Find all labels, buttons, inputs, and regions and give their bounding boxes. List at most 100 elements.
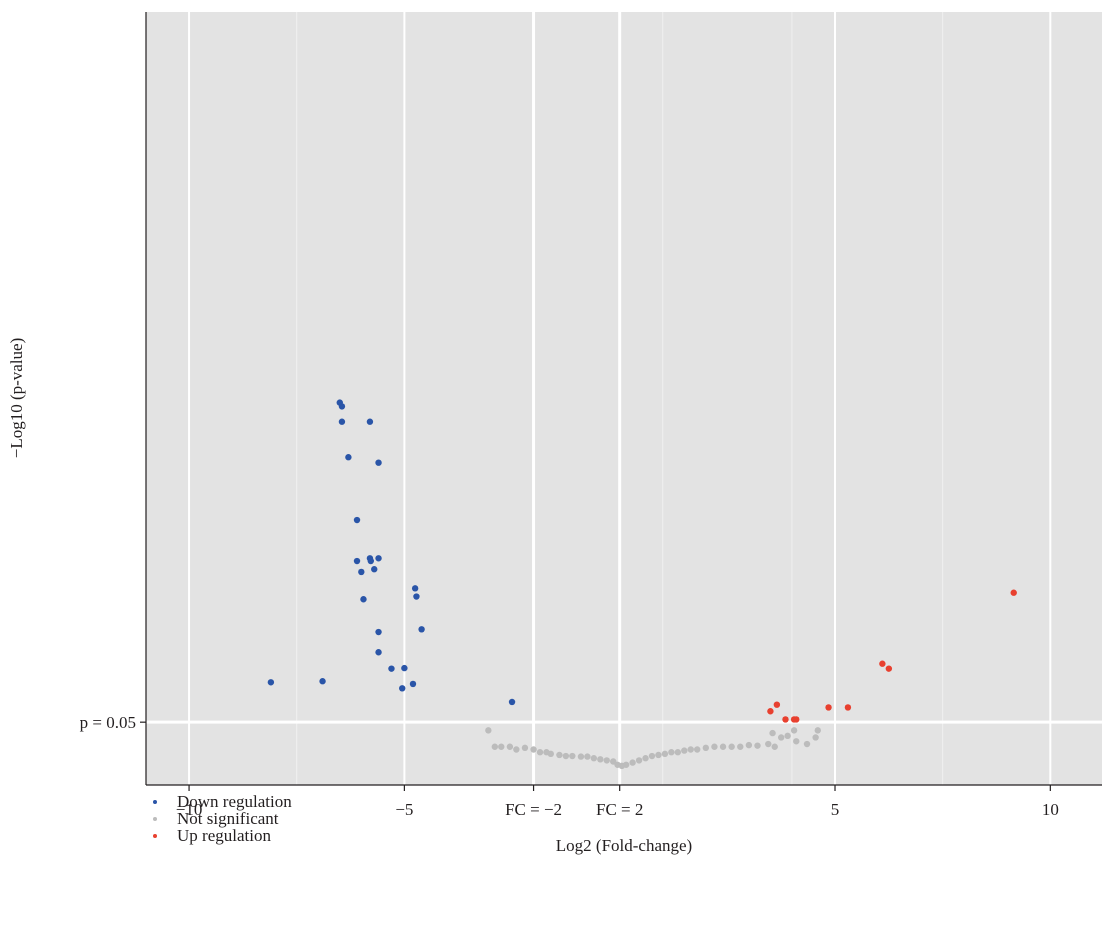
- not-significant-point: [711, 743, 718, 750]
- legend-marker-down: [153, 799, 157, 804]
- up-regulation-point: [767, 708, 774, 715]
- not-significant-point: [635, 757, 643, 764]
- down-regulation-point: [367, 557, 374, 565]
- down-regulation-point: [371, 566, 378, 573]
- not-significant-point: [661, 750, 669, 758]
- up-regulation-point: [825, 704, 832, 711]
- down-regulation-point: [338, 403, 346, 410]
- not-significant-point: [681, 747, 688, 754]
- down-regulation-point: [366, 418, 374, 425]
- not-significant-point: [556, 751, 563, 759]
- not-significant-point: [629, 759, 636, 766]
- up-regulation-point: [879, 660, 886, 667]
- not-significant-point: [547, 750, 554, 758]
- down-regulation-point: [411, 585, 419, 592]
- not-significant-point: [569, 752, 576, 760]
- not-significant-point: [513, 746, 520, 753]
- not-significant-point: [793, 738, 800, 745]
- down-regulation-point: [375, 459, 382, 466]
- not-significant-point: [771, 743, 778, 750]
- down-regulation-point: [375, 555, 382, 562]
- x-axis-title: Log2 (Fold-change): [556, 836, 692, 855]
- not-significant-point: [622, 761, 630, 768]
- down-regulation-point: [413, 593, 420, 600]
- down-regulation-point: [508, 698, 516, 706]
- down-regulation-point: [401, 664, 408, 672]
- up-regulation-point: [782, 716, 789, 723]
- x-tick-label: 5: [831, 800, 840, 819]
- legend-item-down: Down regulation: [150, 793, 292, 810]
- down-regulation-point: [409, 680, 417, 688]
- legend-label-up: Up regulation: [177, 826, 271, 845]
- down-regulation-point: [399, 685, 406, 692]
- up-regulation-point: [885, 665, 893, 672]
- not-significant-point: [491, 743, 499, 750]
- not-significant-point: [584, 753, 591, 760]
- down-regulation-point: [267, 679, 275, 686]
- x-tick-label: 10: [1042, 800, 1059, 819]
- not-significant-point: [687, 746, 694, 753]
- not-significant-point: [812, 734, 819, 741]
- not-significant-point: [719, 743, 727, 750]
- not-significant-point: [777, 734, 785, 741]
- not-significant-point: [562, 752, 570, 760]
- legend-marker-up: [153, 833, 157, 838]
- not-significant-point: [694, 746, 701, 753]
- up-regulation-point: [844, 704, 852, 711]
- legend-label-down: Down regulation: [177, 792, 292, 811]
- not-significant-point: [754, 742, 761, 749]
- down-regulation-point: [353, 516, 361, 524]
- data-points: [267, 399, 1017, 770]
- not-significant-point: [784, 732, 791, 740]
- not-significant-point: [506, 743, 514, 750]
- not-significant-point: [765, 740, 772, 748]
- down-regulation-point: [375, 649, 382, 656]
- legend-marker-not-significant: [153, 816, 157, 821]
- not-significant-point: [642, 755, 649, 762]
- down-regulation-point: [418, 626, 425, 633]
- not-significant-point: [790, 727, 798, 734]
- not-significant-point: [674, 749, 682, 756]
- not-significant-point: [577, 753, 585, 760]
- reference-lines: [146, 12, 1102, 785]
- not-significant-point: [530, 746, 537, 753]
- not-significant-point: [498, 743, 505, 750]
- p-threshold-label: p = 0.05: [80, 713, 136, 732]
- down-regulation-point: [353, 557, 361, 565]
- not-significant-point: [769, 729, 776, 737]
- major-gridlines: [188, 12, 1052, 785]
- legend-item-up: Up regulation: [150, 827, 292, 844]
- legend-item-not-significant: Not significant: [150, 810, 292, 827]
- not-significant-point: [485, 727, 492, 734]
- plot-panel: [146, 12, 1102, 785]
- not-significant-point: [668, 749, 675, 756]
- not-significant-point: [648, 752, 656, 760]
- down-regulation-point: [358, 568, 365, 576]
- y-axis-title: −Log10 (p-value): [7, 338, 26, 459]
- not-significant-point: [745, 741, 753, 749]
- down-regulation-point: [319, 678, 326, 685]
- up-regulation-point: [773, 701, 781, 708]
- axis-ticks: [140, 721, 1051, 791]
- not-significant-point: [814, 727, 821, 734]
- down-regulation-point: [375, 628, 382, 636]
- legend: Down regulation Not significant Up regul…: [150, 793, 292, 844]
- not-significant-point: [737, 743, 744, 750]
- x-tick-label: −10: [176, 800, 203, 819]
- tick-labels: −10 −5 5 10 FC = −2 FC = 2 p = 0.05: [80, 713, 1059, 819]
- up-regulation-point: [793, 716, 800, 723]
- fc-threshold-label: FC = −2: [505, 800, 562, 819]
- not-significant-point: [803, 740, 811, 748]
- up-regulation-point: [1010, 589, 1017, 596]
- not-significant-point: [728, 743, 735, 750]
- legend-label-not-significant: Not significant: [177, 809, 279, 828]
- not-significant-point: [597, 756, 604, 763]
- not-significant-point: [590, 755, 598, 762]
- down-regulation-point: [360, 596, 367, 603]
- down-regulation-point: [338, 418, 346, 425]
- not-significant-point: [536, 749, 544, 756]
- down-regulation-point: [388, 665, 395, 672]
- not-significant-point: [603, 757, 610, 764]
- not-significant-point: [655, 751, 662, 759]
